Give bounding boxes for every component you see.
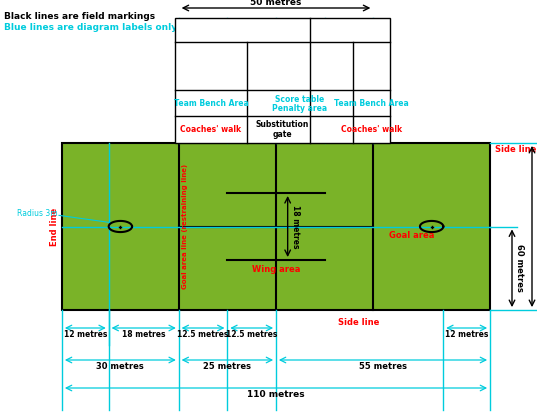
Text: 12.5 metres: 12.5 metres bbox=[177, 330, 229, 339]
Text: Side line: Side line bbox=[495, 145, 536, 154]
Text: Side line: Side line bbox=[338, 318, 380, 327]
Bar bbox=[175, 18, 390, 143]
Text: 90 metres: 90 metres bbox=[535, 203, 537, 250]
Text: 18.5m: 18.5m bbox=[198, 36, 224, 45]
Text: 12 metres: 12 metres bbox=[64, 330, 107, 339]
Text: 12 metres: 12 metres bbox=[445, 330, 488, 339]
Text: 12.5 metres: 12.5 metres bbox=[226, 330, 278, 339]
Text: 110 metres: 110 metres bbox=[247, 390, 305, 399]
Text: 18 metres: 18 metres bbox=[291, 205, 300, 248]
Text: 25 metres: 25 metres bbox=[204, 362, 251, 371]
Text: Score table: Score table bbox=[275, 95, 325, 103]
Text: 30 metres: 30 metres bbox=[97, 362, 144, 371]
Text: Goal area line (restraining line): Goal area line (restraining line) bbox=[182, 164, 188, 289]
Text: Blue lines are diagram labels only: Blue lines are diagram labels only bbox=[4, 23, 177, 32]
Text: Wing area: Wing area bbox=[252, 265, 300, 273]
Text: Coaches' walk: Coaches' walk bbox=[341, 125, 402, 134]
Text: 13m: 13m bbox=[291, 36, 309, 45]
Text: Substitution
gate: Substitution gate bbox=[256, 120, 309, 139]
Text: Team Bench Area: Team Bench Area bbox=[173, 98, 249, 107]
Text: 18.5m: 18.5m bbox=[358, 36, 384, 45]
Text: Black lines are field markings: Black lines are field markings bbox=[4, 12, 155, 21]
Bar bbox=[62, 143, 490, 310]
Text: Penalty area: Penalty area bbox=[272, 103, 328, 112]
Text: 18 metres: 18 metres bbox=[122, 330, 165, 339]
Text: 50 metres: 50 metres bbox=[250, 0, 302, 7]
Text: 55 metres: 55 metres bbox=[359, 362, 407, 371]
Text: Coaches' walk: Coaches' walk bbox=[180, 125, 242, 134]
Text: Radius 3m: Radius 3m bbox=[17, 209, 58, 218]
Text: Team Bench Area: Team Bench Area bbox=[334, 98, 409, 107]
Text: Goal area: Goal area bbox=[389, 231, 435, 240]
Text: 60 metres: 60 metres bbox=[515, 244, 524, 292]
Text: End line: End line bbox=[50, 208, 59, 246]
